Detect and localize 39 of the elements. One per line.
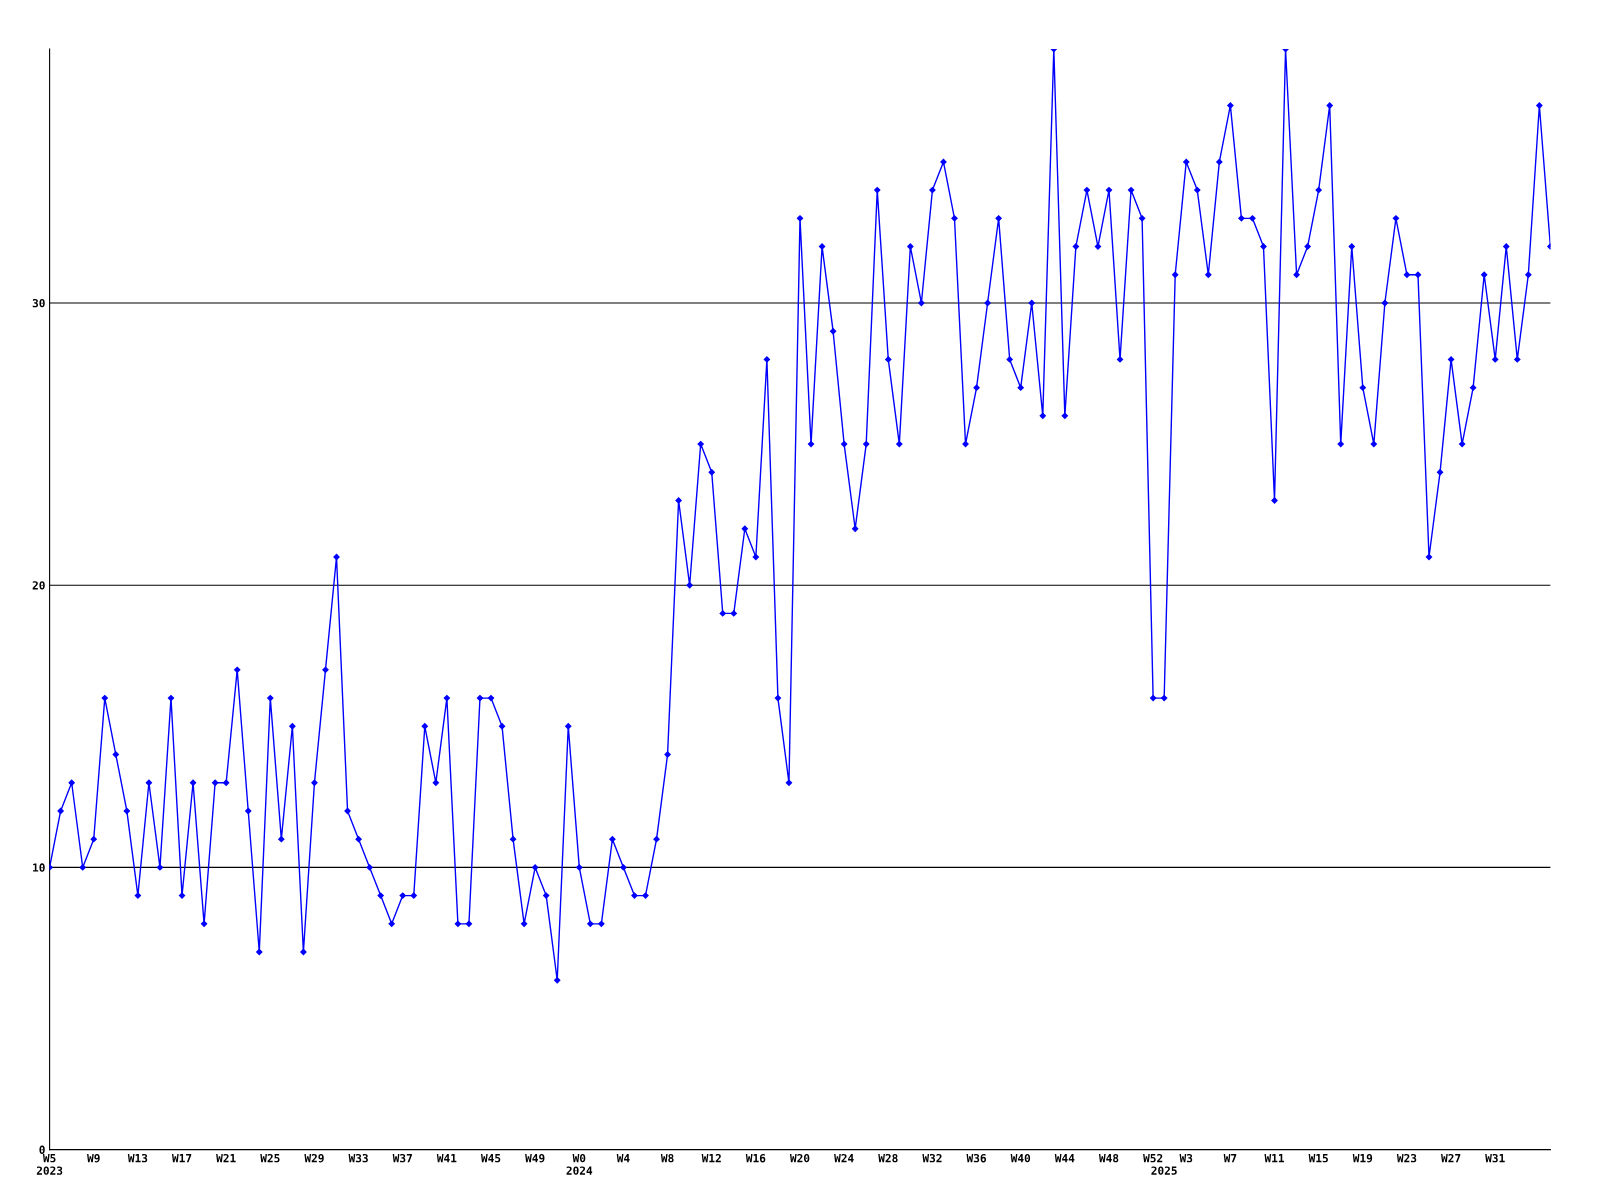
x-tick-label: W21 xyxy=(216,1153,236,1163)
x-tick-label: W12 xyxy=(701,1153,721,1163)
x-tick-label: W37 xyxy=(392,1153,412,1163)
x-tick-label: W4 xyxy=(616,1154,630,1163)
x-tick-label: W9 xyxy=(87,1154,100,1163)
x-tick-label: W52 xyxy=(1143,1153,1163,1163)
x-tick-label: W25 xyxy=(260,1153,280,1163)
x-tick-label: W19 xyxy=(1352,1154,1373,1163)
x-tick-label: 2025 xyxy=(1151,1166,1177,1175)
x-tick-label: W48 xyxy=(1098,1153,1119,1163)
x-tick-label: W3 xyxy=(1179,1153,1193,1163)
y-tick-label: 20 xyxy=(32,581,45,590)
x-tick-label: W44 xyxy=(1054,1154,1075,1163)
x-tick-label: W11 xyxy=(1264,1154,1285,1163)
x-tick-label: W27 xyxy=(1441,1153,1461,1163)
x-tick-label: W29 xyxy=(304,1153,324,1163)
x-tick-label: W24 xyxy=(834,1153,854,1163)
x-tick-label: W8 xyxy=(660,1153,674,1163)
x-tick-label: W15 xyxy=(1308,1154,1328,1163)
x-tick-label: W28 xyxy=(878,1153,898,1163)
x-tick-label: W41 xyxy=(436,1154,457,1163)
y-tick-label: 10 xyxy=(33,863,45,872)
y-tick-label: 30 xyxy=(32,298,45,308)
x-tick-label: W16 xyxy=(745,1153,766,1163)
x-tick-label: W32 xyxy=(922,1153,942,1163)
x-tick-label: W7 xyxy=(1223,1154,1237,1163)
x-tick-label: W45 xyxy=(480,1154,501,1163)
x-tick-label: W17 xyxy=(171,1154,192,1163)
x-tick-label: W36 xyxy=(966,1153,986,1163)
x-tick-label: W33 xyxy=(348,1153,368,1163)
x-tick-label: W5 2023 xyxy=(36,1154,63,1175)
x-tick-label: W0 2024 xyxy=(566,1153,593,1175)
x-tick-label: W13 xyxy=(127,1153,148,1163)
x-tick-label: W23 xyxy=(1396,1153,1417,1163)
x-tick-label: W49 xyxy=(525,1154,545,1163)
y-tick-label: 0 xyxy=(39,1145,45,1154)
x-tick-label: W40 xyxy=(1010,1153,1031,1163)
x-tick-label: W31 xyxy=(1485,1153,1505,1163)
x-tick-label: W20 xyxy=(789,1153,810,1163)
